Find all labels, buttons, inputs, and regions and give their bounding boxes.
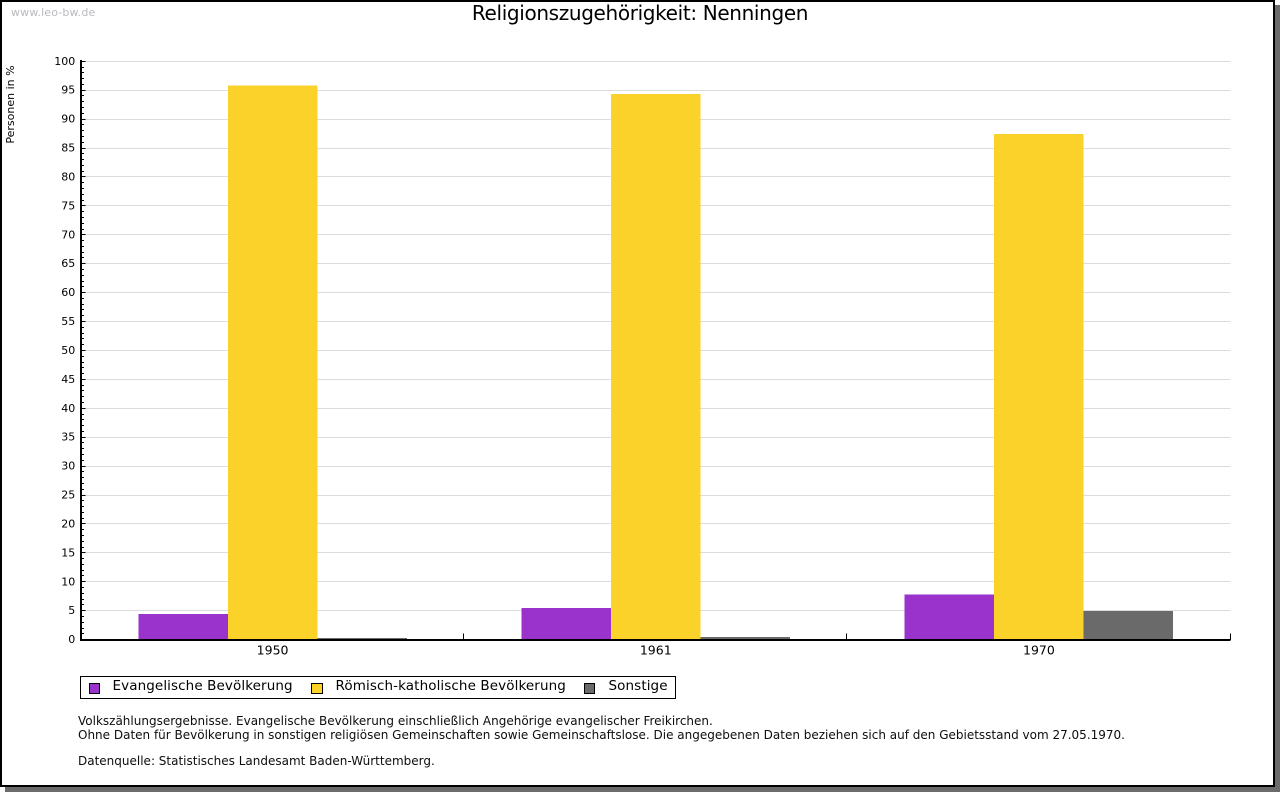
legend-swatch-evangelische-bev-lkerung bbox=[88, 682, 100, 695]
legend-swatch-r-misch-katholische-bev-lkerung bbox=[311, 682, 323, 695]
y-ticks bbox=[81, 60, 86, 641]
y-tick-label: 0 bbox=[68, 633, 75, 646]
bar-1970-s2 bbox=[1083, 610, 1174, 640]
x-ticks bbox=[462, 633, 1232, 640]
y-tick-label: 100 bbox=[54, 55, 75, 68]
y-tick-label: 30 bbox=[61, 460, 75, 473]
bar-1950-s1 bbox=[227, 85, 318, 640]
bar-1961-s2 bbox=[700, 636, 790, 640]
y-tick-label: 55 bbox=[61, 315, 75, 328]
y-tick-label: 50 bbox=[61, 344, 75, 357]
y-tick-label: 40 bbox=[61, 402, 75, 415]
bar-1950-s0 bbox=[138, 614, 228, 640]
y-tick-label: 90 bbox=[61, 113, 75, 126]
bar-1970-s0 bbox=[904, 594, 995, 640]
y-tick-label: 35 bbox=[61, 431, 75, 444]
y-tick-label: 25 bbox=[61, 489, 75, 502]
footnote-line-2: Ohne Daten für Bevölkerung in sonstigen … bbox=[78, 728, 1125, 743]
footnote-source: Datenquelle: Statistisches Landesamt Bad… bbox=[78, 753, 435, 768]
y-tick-label: 10 bbox=[61, 575, 75, 588]
bar-1970-s1 bbox=[994, 134, 1084, 640]
y-tick-label: 65 bbox=[61, 257, 75, 270]
bar-series bbox=[138, 85, 1174, 640]
y-axis-title: Personen in % bbox=[4, 65, 17, 143]
y-tick-label: 75 bbox=[61, 199, 75, 212]
y-tick-labels: 0 5 10 15 20 25 30 35 40 45 50 55 60 65 70 75 80 85 90 95 10… bbox=[54, 55, 75, 646]
legend-label-sonstige: Sonstige bbox=[608, 678, 668, 694]
y-tick-label: 15 bbox=[61, 546, 75, 559]
legend-label-r-misch-katholische-bev-lkerung: Römisch-katholische Bevölkerung bbox=[335, 678, 566, 694]
x-tick-label: 1970 bbox=[1023, 642, 1055, 657]
footnote-line-1: Volkszählungsergebnisse. Evangelische Be… bbox=[78, 713, 713, 728]
x-category-labels: 1950 1961 1970 bbox=[257, 642, 1055, 657]
x-tick-label: 1961 bbox=[640, 642, 672, 657]
legend-swatch-sonstige bbox=[583, 682, 595, 695]
y-tick-label: 5 bbox=[68, 604, 75, 617]
bar-1961-s1 bbox=[611, 93, 701, 640]
bar-1950-s2 bbox=[317, 637, 407, 640]
y-tick-label: 80 bbox=[61, 170, 75, 183]
y-tick-label: 95 bbox=[61, 84, 75, 97]
chart-legend: Evangelische Bevölkerung Römisch-katholis… bbox=[80, 676, 676, 699]
x-tick-label: 1950 bbox=[257, 642, 289, 657]
y-tick-label: 60 bbox=[61, 286, 75, 299]
y-tick-label: 20 bbox=[61, 517, 75, 530]
site-watermark: www.leo-bw.de bbox=[11, 6, 96, 19]
y-tick-label: 70 bbox=[61, 228, 75, 241]
bar-1961-s0 bbox=[521, 607, 611, 640]
y-tick-label: 45 bbox=[61, 373, 75, 386]
y-tick-label: 85 bbox=[61, 142, 75, 155]
chart-title: Religionszugehörigkeit: Nenningen bbox=[471, 1, 809, 25]
legend-label-evangelische-bev-lkerung: Evangelische Bevölkerung bbox=[112, 678, 293, 694]
